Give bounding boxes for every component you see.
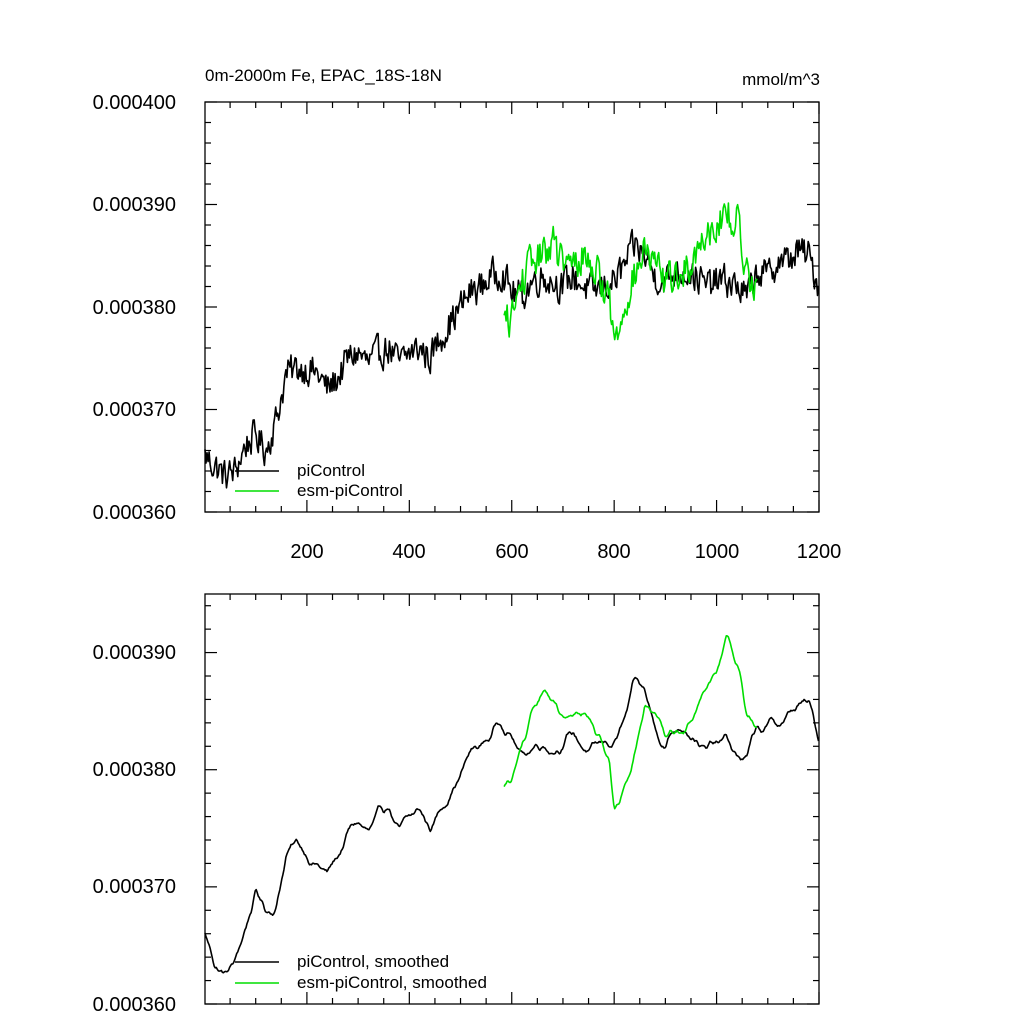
bottom-panel: 0.000390 0.000380 0.000370 0.000360 piCo… [93, 593, 820, 1016]
bottom-legend-label-picontrol: piControl, smoothed [297, 952, 449, 971]
bottom-y-tick-label: 0.000380 [93, 759, 176, 781]
top-x-tick-label: 1000 [695, 541, 740, 563]
top-y-tick-label: 0.000380 [93, 297, 176, 319]
bottom-plot-lines [204, 635, 820, 974]
bottom-y-tick-labels: 0.000390 0.000380 0.000370 0.000360 [93, 642, 176, 1016]
top-y-tick-label: 0.000400 [93, 92, 176, 114]
top-legend-label-esm-picontrol: esm-piControl [297, 481, 403, 500]
top-x-tick-label: 1200 [797, 541, 842, 563]
bottom-y-tick-label: 0.000390 [93, 642, 176, 664]
top-title: 0m-2000m Fe, EPAC_18S-18N [205, 66, 442, 85]
top-x-tick-label: 600 [495, 541, 528, 563]
top-series-esm-picontrol-line [503, 202, 758, 341]
top-series-picontrol-line [204, 228, 820, 489]
top-y-tick-labels: 0.000400 0.000390 0.000380 0.000370 0.00… [93, 92, 176, 524]
bottom-axis-ticks [205, 594, 820, 1005]
top-y-tick-label: 0.000360 [93, 502, 176, 524]
top-panel: 0m-2000m Fe, EPAC_18S-18N mmol/m^3 0.000… [93, 66, 842, 563]
top-x-tick-label: 200 [290, 541, 323, 563]
top-axis-ticks [205, 101, 820, 513]
top-legend-label-picontrol: piControl [297, 461, 365, 480]
top-y-tick-label: 0.000390 [93, 194, 176, 216]
bottom-series-esm-picontrol-smoothed-line [503, 635, 757, 810]
top-plot-lines [204, 202, 820, 489]
top-x-tick-labels: 200 400 600 800 1000 1200 [290, 541, 841, 563]
top-legend: piControl esm-piControl [235, 461, 403, 500]
top-x-tick-label: 800 [597, 541, 630, 563]
bottom-y-tick-label: 0.000370 [93, 876, 176, 898]
bottom-y-tick-label: 0.000360 [93, 994, 176, 1016]
top-x-tick-label: 400 [392, 541, 425, 563]
bottom-legend-label-esm-picontrol: esm-piControl, smoothed [297, 973, 487, 992]
bottom-legend: piControl, smoothed esm-piControl, smoot… [235, 952, 487, 992]
bottom-series-picontrol-smoothed-line [204, 676, 820, 974]
top-units: mmol/m^3 [742, 70, 820, 89]
top-y-tick-label: 0.000370 [93, 399, 176, 421]
bottom-plot-frame [204, 593, 820, 1005]
